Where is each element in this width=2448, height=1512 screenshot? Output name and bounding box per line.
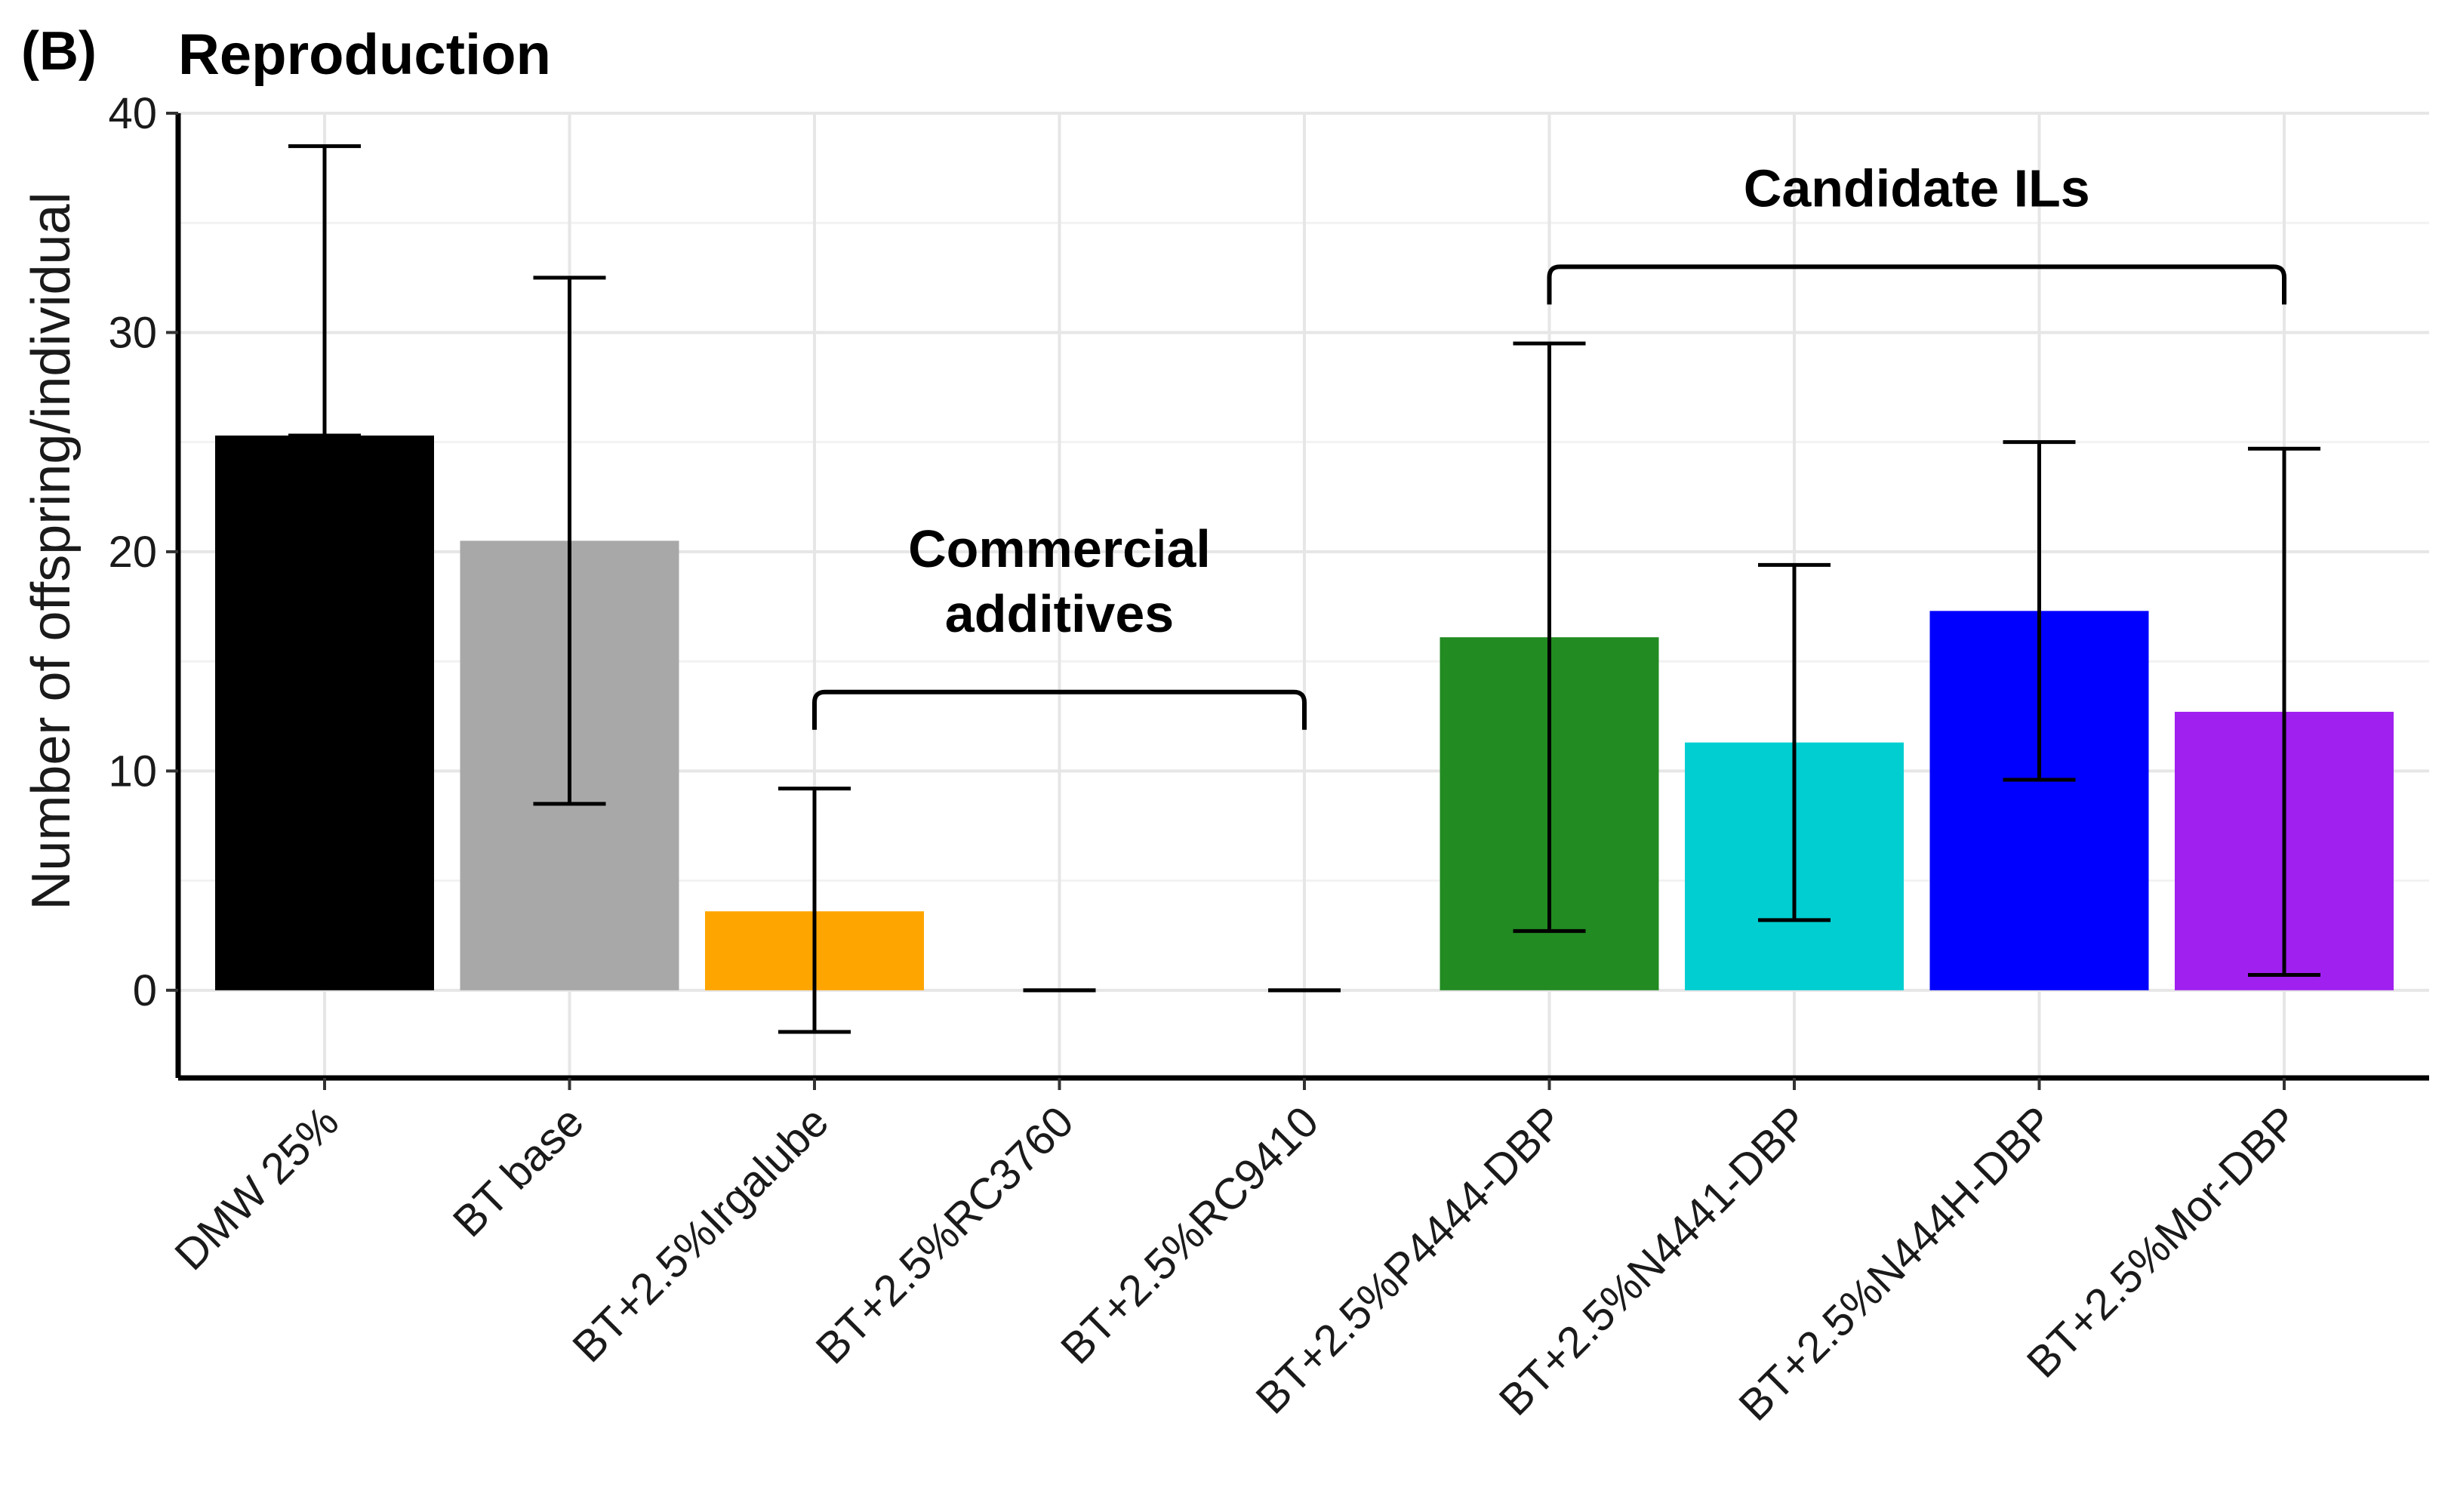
error-bar bbox=[288, 144, 361, 438]
y-tick-label: 0 bbox=[133, 966, 157, 1015]
y-tick-label: 20 bbox=[108, 528, 157, 577]
y-tick-label: 30 bbox=[108, 308, 157, 357]
error-bar bbox=[1513, 341, 1586, 933]
group-bracket bbox=[1547, 264, 2286, 305]
group-bracket bbox=[812, 689, 1307, 730]
chart-title: Reproduction bbox=[178, 23, 551, 87]
group-label: Candidate ILs bbox=[1744, 159, 2090, 217]
error-bar bbox=[778, 787, 851, 1034]
x-tick-label: BT base bbox=[444, 1097, 593, 1246]
error-bars bbox=[288, 144, 2320, 1034]
group-label: Commercial bbox=[908, 519, 1211, 578]
x-tick-label: BT+2.5%Irgalube bbox=[563, 1097, 838, 1372]
annotations: Commercial additives Candidate ILs bbox=[812, 159, 2286, 730]
group-annotation: Candidate ILs bbox=[1547, 159, 2286, 305]
y-tick-label: 40 bbox=[108, 89, 157, 138]
axes bbox=[166, 112, 2429, 1090]
bar bbox=[215, 435, 434, 990]
y-axis-label: Number of offspring/individual bbox=[21, 192, 82, 910]
panel-label: (B) bbox=[21, 21, 97, 82]
x-tick-label: BT+2.5%RC3760 bbox=[806, 1097, 1082, 1373]
error-bar bbox=[1758, 562, 1831, 922]
error-bar bbox=[2248, 446, 2320, 977]
x-tick-label: BT+2.5%Mor-DBP bbox=[2018, 1097, 2308, 1387]
x-tick-label: DMW 25% bbox=[165, 1097, 348, 1280]
x-tick-label: BT+2.5%RC9410 bbox=[1052, 1097, 1328, 1373]
group-label: additives bbox=[945, 584, 1174, 643]
error-bar bbox=[533, 276, 606, 806]
group-annotation: Commercial additives bbox=[812, 519, 1307, 730]
error-bar bbox=[2003, 440, 2076, 782]
y-tick-label: 10 bbox=[108, 747, 157, 796]
